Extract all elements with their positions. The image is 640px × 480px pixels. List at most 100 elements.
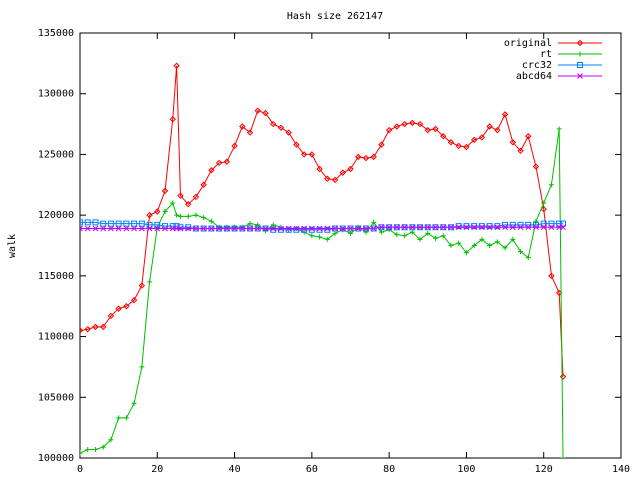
marker <box>424 224 431 231</box>
marker <box>525 133 532 140</box>
marker <box>386 224 392 231</box>
marker <box>147 279 153 285</box>
marker <box>394 224 400 231</box>
marker <box>215 159 223 167</box>
legend-label: original <box>504 38 552 49</box>
marker <box>501 111 509 118</box>
marker <box>478 134 486 141</box>
x-tick-label: 60 <box>306 464 318 475</box>
marker <box>130 296 138 304</box>
marker <box>355 225 362 232</box>
marker <box>146 225 153 232</box>
marker <box>139 364 145 370</box>
marker <box>80 327 84 334</box>
marker <box>309 225 315 232</box>
marker <box>177 225 184 232</box>
y-tick-label: 130000 <box>38 89 74 100</box>
marker <box>293 141 300 148</box>
marker <box>409 224 416 231</box>
marker <box>247 225 254 232</box>
marker <box>470 136 478 144</box>
marker <box>107 312 115 320</box>
marker <box>293 225 300 232</box>
marker <box>378 224 385 231</box>
marker <box>532 163 540 170</box>
marker <box>541 200 547 206</box>
marker <box>80 219 83 226</box>
marker <box>455 142 462 150</box>
marker <box>479 224 485 231</box>
marker <box>108 225 114 232</box>
marker <box>316 225 323 232</box>
marker <box>300 151 308 158</box>
marker <box>123 225 130 232</box>
marker <box>463 224 470 231</box>
marker <box>440 233 446 239</box>
marker <box>401 224 408 231</box>
marker <box>277 124 285 131</box>
marker <box>533 224 539 231</box>
marker <box>216 225 222 232</box>
marker <box>80 225 83 232</box>
marker <box>463 143 470 151</box>
marker <box>409 229 415 235</box>
marker <box>440 224 447 231</box>
marker <box>525 255 531 261</box>
marker <box>169 116 176 123</box>
marker <box>324 236 330 242</box>
marker <box>138 225 145 232</box>
marker <box>278 225 284 232</box>
x-tick-label: 140 <box>612 464 630 475</box>
marker <box>231 225 238 232</box>
marker <box>348 230 353 236</box>
marker <box>486 123 493 130</box>
marker <box>208 225 215 232</box>
marker <box>193 212 199 218</box>
marker <box>447 139 455 146</box>
marker <box>517 224 524 231</box>
marker <box>378 141 385 148</box>
marker <box>84 225 91 232</box>
marker <box>200 181 207 188</box>
marker <box>177 192 184 199</box>
marker <box>448 243 454 248</box>
marker <box>208 167 215 174</box>
marker <box>540 220 547 227</box>
marker <box>425 230 431 236</box>
marker <box>146 221 153 228</box>
marker <box>324 175 331 182</box>
legend-label: abcd64 <box>516 71 552 82</box>
x-tick-label: 80 <box>383 464 395 475</box>
marker <box>402 233 408 239</box>
marker <box>161 187 169 195</box>
marker <box>173 62 180 69</box>
marker <box>208 225 215 232</box>
marker <box>270 222 276 228</box>
y-tick-label: 135000 <box>38 28 74 39</box>
marker <box>331 176 339 184</box>
marker <box>401 224 408 231</box>
marker <box>517 147 524 154</box>
marker <box>440 133 447 140</box>
marker <box>154 221 161 228</box>
marker <box>433 235 439 241</box>
marker <box>146 211 153 219</box>
marker <box>246 129 254 136</box>
marker <box>370 225 377 232</box>
marker <box>324 225 331 232</box>
marker <box>239 225 246 232</box>
marker <box>401 120 408 128</box>
marker <box>548 220 555 227</box>
marker <box>560 455 566 458</box>
marker <box>509 224 516 231</box>
marker <box>363 229 369 235</box>
marker <box>494 224 501 231</box>
x-tick-label: 20 <box>151 464 163 475</box>
marker <box>170 200 176 206</box>
x-tick-label: 40 <box>229 464 241 475</box>
marker <box>193 225 199 232</box>
marker <box>185 213 191 219</box>
marker <box>424 126 431 134</box>
marker <box>347 165 354 173</box>
marker <box>262 225 269 232</box>
